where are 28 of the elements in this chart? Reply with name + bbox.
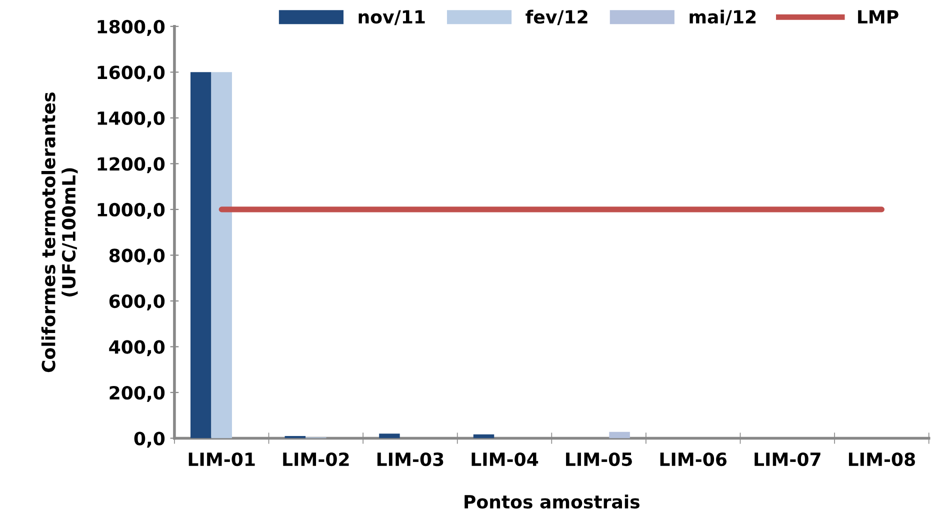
- x-tick-label: LIM-03: [377, 452, 444, 466]
- bar: [190, 72, 212, 438]
- x-tick-label: LIM-05: [566, 452, 632, 466]
- bar: [379, 434, 400, 438]
- legend-label: LMP: [858, 10, 898, 24]
- legend-label: mai/12: [690, 10, 756, 26]
- x-tick-label: LIM-06: [660, 452, 727, 466]
- y-tick-label: 1800,0: [98, 20, 165, 36]
- legend-label: fev/12: [526, 10, 588, 26]
- x-tick-label: LIM-01: [188, 452, 255, 466]
- y-tick-label: 1600,0: [98, 66, 165, 82]
- x-tick-label: LIM-08: [848, 452, 915, 466]
- x-tick-label: LIM-02: [283, 452, 349, 466]
- y-tick-label: 0,0: [134, 432, 165, 448]
- x-tick-label: LIM-04: [472, 452, 538, 466]
- y-axis-title: Coliformes termotolerantes (UFC/100mL): [41, 92, 78, 372]
- legend-label: nov/11: [358, 10, 425, 26]
- bar: [609, 432, 630, 438]
- y-tick-label: 1400,0: [98, 111, 165, 128]
- x-tick-label: LIM-07: [754, 452, 820, 466]
- y-tick-label: 800,0: [109, 248, 165, 265]
- y-tick-label: 600,0: [109, 294, 165, 310]
- x-axis-title: Pontos amostrais: [464, 494, 640, 509]
- y-tick-label: 1000,0: [98, 202, 165, 219]
- y-tick-label: 400,0: [109, 340, 165, 356]
- bar: [211, 72, 232, 438]
- y-tick-label: 1200,0: [98, 157, 165, 174]
- y-tick-label: 200,0: [110, 386, 165, 402]
